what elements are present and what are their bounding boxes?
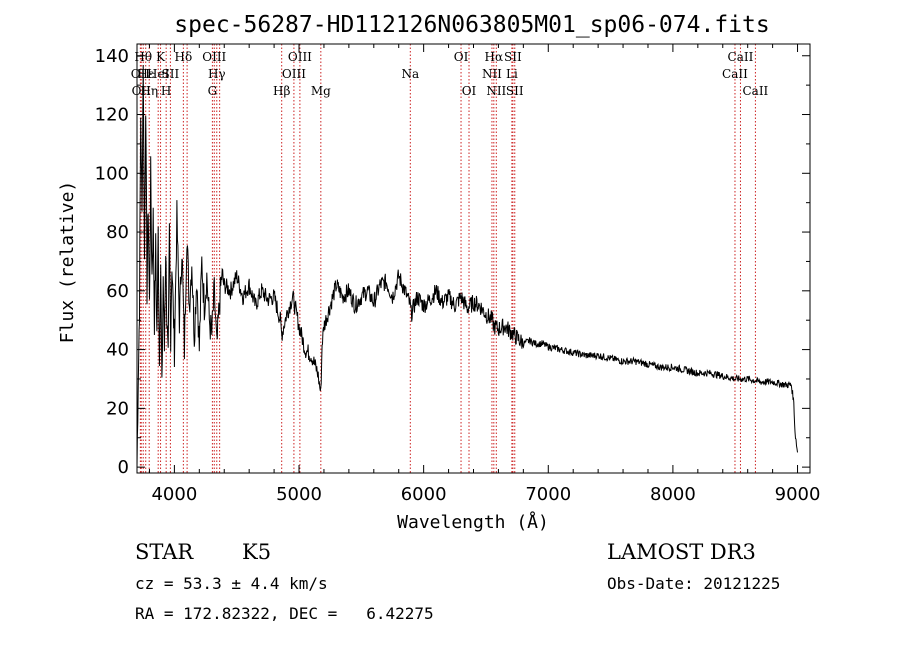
line-marker-label: H — [161, 84, 171, 98]
line-marker-label: NII — [486, 84, 506, 98]
line-marker-label: OIII — [288, 50, 312, 64]
object-subclass: K5 — [242, 540, 271, 564]
line-marker-label: Hη — [140, 84, 158, 98]
line-marker-label: OIII — [202, 50, 226, 64]
coordinates: RA = 172.82322, DEC = 6.42275 — [135, 604, 434, 623]
x-tick-label: 4000 — [151, 484, 197, 505]
x-tick-label: 6000 — [401, 484, 447, 505]
x-tick-label: 9000 — [775, 484, 821, 505]
y-tick-label: 40 — [106, 340, 129, 361]
line-marker-label: CaII — [722, 67, 748, 81]
object-class: STAR — [135, 540, 194, 564]
line-marker-label: SII — [162, 67, 180, 81]
redshift-readout: cz = 53.3 ± 4.4 km/s — [135, 574, 328, 593]
line-marker-label: NII — [482, 67, 502, 81]
y-tick-label: 140 — [95, 46, 129, 67]
chart-title: spec-56287-HD112126N063805M01_sp06-074.f… — [174, 12, 769, 38]
survey-name: LAMOST DR3 — [607, 540, 756, 564]
line-marker-label: Hθ — [134, 50, 152, 64]
line-marker-label: Hα — [485, 50, 504, 64]
line-marker-label: OIII — [282, 67, 306, 81]
obs-date: Obs-Date: 20121225 — [607, 574, 780, 593]
line-marker-labels: OII OII Hθ Hε Hη HeI K H SII Hδ G OIII Hγ Hβ OIII OIII M… — [131, 50, 769, 98]
line-markers — [139, 44, 756, 473]
y-tick-label: 120 — [95, 105, 129, 126]
x-tick-label: 7000 — [525, 484, 571, 505]
line-marker-label: OI — [454, 50, 469, 64]
line-marker-label: K — [156, 50, 166, 64]
y-axis-label: Flux (relative) — [57, 181, 78, 344]
line-marker-label: G — [208, 84, 218, 98]
line-marker-label: Hδ — [175, 50, 193, 64]
line-marker-label: CaII — [742, 84, 768, 98]
line-marker-label: Mg — [311, 84, 331, 98]
y-tick-label: 20 — [106, 398, 129, 419]
y-tick-label: 0 — [118, 457, 129, 478]
x-tick-label: 8000 — [650, 484, 696, 505]
line-marker-label: Hγ — [208, 67, 226, 81]
line-marker-label: CaII — [728, 50, 754, 64]
line-marker-label: Hε — [137, 67, 154, 81]
line-marker-label: Li — [506, 67, 518, 81]
y-tick-label: 60 — [106, 281, 129, 302]
line-marker-label: HeI — [147, 67, 170, 81]
y-tick-label: 80 — [106, 222, 129, 243]
plot-frame — [136, 43, 811, 474]
line-marker-label: SII — [506, 84, 524, 98]
line-marker-label: Hβ — [273, 84, 290, 98]
line-marker-label: OI — [462, 84, 477, 98]
y-axis: 0 20 40 60 80 100 120 140 — [95, 46, 810, 478]
line-marker-label: OII — [132, 84, 152, 98]
y-tick-label: 100 — [95, 163, 129, 184]
spectrum-line — [136, 65, 798, 468]
x-axis-label: Wavelength (Å) — [397, 511, 549, 533]
line-marker-label: SII — [504, 50, 522, 64]
x-tick-label: 5000 — [276, 484, 322, 505]
line-marker-label: OII — [131, 67, 151, 81]
line-marker-label: Na — [401, 67, 419, 81]
x-axis: 4000 5000 6000 7000 8000 9000 — [148, 44, 821, 505]
